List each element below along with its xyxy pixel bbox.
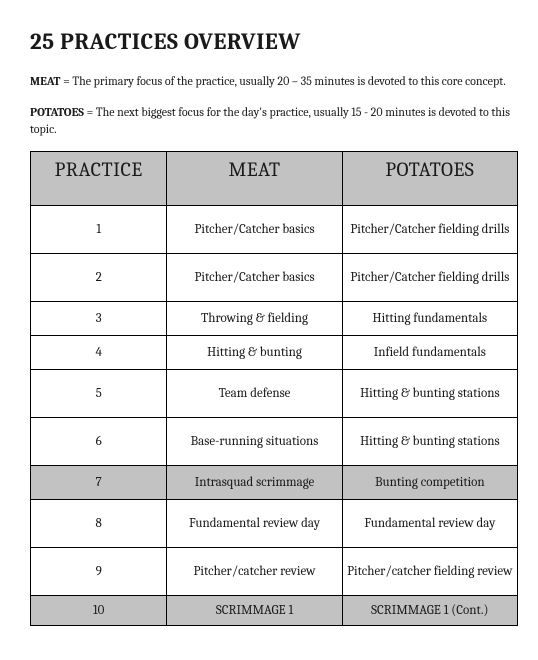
cell-meat: Intrasquad scrimmage	[167, 466, 342, 500]
definition-text: = The primary focus of the practice, usu…	[60, 74, 505, 88]
table-row: 5Team defenseHitting & bunting stations	[31, 370, 518, 418]
cell-potatoes: Infield fundamentals	[342, 336, 517, 370]
cell-meat: Team defense	[167, 370, 342, 418]
cell-meat: Pitcher/catcher review	[167, 548, 342, 596]
cell-potatoes: Pitcher/Catcher fielding drills	[342, 206, 517, 254]
cell-potatoes: SCRIMMAGE 1 (Cont.)	[342, 596, 517, 626]
cell-potatoes: Hitting & bunting stations	[342, 370, 517, 418]
definition-term: MEAT	[30, 74, 60, 88]
definition-term: POTATOES	[30, 105, 84, 119]
col-header-meat: MEAT	[167, 152, 342, 206]
table-row: 6Base-running situationsHitting & buntin…	[31, 418, 518, 466]
table-body: 1Pitcher/Catcher basicsPitcher/Catcher f…	[31, 206, 518, 626]
definition-meat: MEAT = The primary focus of the practice…	[30, 73, 518, 90]
cell-potatoes: Fundamental review day	[342, 500, 517, 548]
cell-practice-number: 1	[31, 206, 167, 254]
cell-meat: Throwing & fielding	[167, 302, 342, 336]
definition-potatoes: POTATOES = The next biggest focus for th…	[30, 104, 518, 138]
cell-practice-number: 10	[31, 596, 167, 626]
table-row: 3Throwing & fieldingHitting fundamentals	[31, 302, 518, 336]
cell-potatoes: Pitcher/catcher fielding review	[342, 548, 517, 596]
col-header-practice: PRACTICE	[31, 152, 167, 206]
cell-meat: Pitcher/Catcher basics	[167, 206, 342, 254]
cell-meat: Fundamental review day	[167, 500, 342, 548]
cell-meat: Hitting & bunting	[167, 336, 342, 370]
col-header-potatoes: POTATOES	[342, 152, 517, 206]
cell-practice-number: 5	[31, 370, 167, 418]
cell-practice-number: 4	[31, 336, 167, 370]
cell-practice-number: 9	[31, 548, 167, 596]
practices-table: PRACTICE MEAT POTATOES 1Pitcher/Catcher …	[30, 151, 518, 626]
table-row: 4Hitting & buntingInfield fundamentals	[31, 336, 518, 370]
cell-potatoes: Hitting fundamentals	[342, 302, 517, 336]
table-row: 10SCRIMMAGE 1SCRIMMAGE 1 (Cont.)	[31, 596, 518, 626]
table-row: 9Pitcher/catcher reviewPitcher/catcher f…	[31, 548, 518, 596]
table-header-row: PRACTICE MEAT POTATOES	[31, 152, 518, 206]
table-row: 2Pitcher/Catcher basicsPitcher/Catcher f…	[31, 254, 518, 302]
cell-meat: SCRIMMAGE 1	[167, 596, 342, 626]
table-row: 8Fundamental review dayFundamental revie…	[31, 500, 518, 548]
cell-meat: Pitcher/Catcher basics	[167, 254, 342, 302]
cell-potatoes: Bunting competition	[342, 466, 517, 500]
table-row: 1Pitcher/Catcher basicsPitcher/Catcher f…	[31, 206, 518, 254]
document-page: 25 PRACTICES OVERVIEW MEAT = The primary…	[0, 0, 538, 646]
page-title: 25 PRACTICES OVERVIEW	[30, 28, 518, 55]
cell-potatoes: Pitcher/Catcher fielding drills	[342, 254, 517, 302]
cell-meat: Base-running situations	[167, 418, 342, 466]
cell-practice-number: 2	[31, 254, 167, 302]
table-row: 7Intrasquad scrimmageBunting competition	[31, 466, 518, 500]
cell-potatoes: Hitting & bunting stations	[342, 418, 517, 466]
cell-practice-number: 3	[31, 302, 167, 336]
cell-practice-number: 8	[31, 500, 167, 548]
cell-practice-number: 7	[31, 466, 167, 500]
cell-practice-number: 6	[31, 418, 167, 466]
definition-text: = The next biggest focus for the day's p…	[30, 105, 510, 136]
